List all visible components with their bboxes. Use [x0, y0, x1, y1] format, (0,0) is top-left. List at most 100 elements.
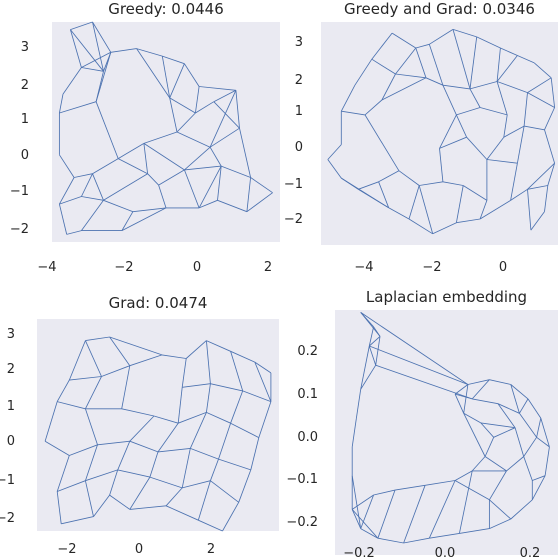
- graph-edge: [181, 358, 187, 388]
- graph-edge: [403, 485, 426, 544]
- graph-edge: [74, 173, 93, 178]
- graph-edge: [209, 90, 237, 148]
- graph-edge: [84, 480, 94, 517]
- y-tick-label: 3: [7, 327, 15, 342]
- chart-title: Greedy: 0.0446: [108, 0, 224, 18]
- graph-edge: [230, 351, 244, 392]
- graph-edge: [510, 163, 518, 201]
- graph-edge: [206, 340, 231, 352]
- graph-edge: [95, 52, 112, 102]
- graph-edge: [81, 67, 104, 72]
- x-tick-label: 2: [207, 542, 215, 557]
- graph-edge: [496, 81, 528, 93]
- graph-edge: [439, 114, 457, 149]
- y-tick-label: 1: [21, 112, 29, 127]
- graph-edge: [190, 448, 219, 460]
- graph-edge: [66, 230, 82, 235]
- graph-edge: [205, 340, 211, 384]
- graph-edge: [147, 173, 159, 186]
- y-tick-label: 2: [7, 362, 15, 377]
- graph-edge: [429, 29, 454, 45]
- graph-edge: [221, 165, 251, 178]
- graph-edge: [442, 181, 464, 186]
- graph-edge: [169, 97, 178, 133]
- graph-edge: [57, 480, 86, 492]
- graph-edge: [373, 489, 396, 496]
- graph-edge: [197, 480, 211, 521]
- graph-edge: [524, 125, 545, 131]
- graph-edge: [136, 48, 171, 99]
- graph-edge: [480, 422, 495, 438]
- graph-edge: [57, 401, 86, 410]
- graph-edge: [364, 99, 383, 116]
- graph-edge: [194, 86, 200, 114]
- graph-edge: [358, 181, 379, 190]
- graph-edge: [92, 21, 112, 53]
- graph-edge: [213, 101, 240, 129]
- graph-edge: [403, 537, 430, 544]
- graph-edge: [62, 67, 82, 95]
- graph-edge: [109, 494, 131, 510]
- chart-title: Grad: 0.0474: [109, 294, 208, 312]
- y-tick-label: 3: [21, 40, 29, 55]
- graph-edge: [489, 518, 511, 529]
- graph-edge: [129, 354, 163, 367]
- graph-edge: [544, 107, 555, 130]
- graph-edge: [59, 177, 75, 205]
- graph-edge: [44, 401, 58, 442]
- graph-edge: [454, 470, 473, 481]
- graph-edge: [218, 458, 251, 471]
- graph-edge: [56, 455, 70, 492]
- graph-edge: [428, 44, 444, 86]
- graph-edge: [532, 475, 546, 481]
- graph-edge: [121, 365, 131, 409]
- graph-edge: [182, 480, 211, 489]
- graph-edge: [182, 383, 211, 388]
- graph-edge: [129, 476, 151, 510]
- graph-edge: [69, 376, 102, 381]
- graph-edge: [327, 144, 342, 160]
- graph-edge: [479, 200, 488, 220]
- panel-laplacian-embedding: Laplacian embedding −0.2 0.0 0.2 0.2 0.1 0.0 −0…: [286, 288, 558, 560]
- graph-edge: [213, 89, 237, 103]
- graph-edge: [341, 110, 366, 116]
- graph-edge: [44, 440, 70, 456]
- graph-edge: [371, 58, 396, 75]
- graph-edge: [527, 162, 555, 190]
- graph-edge: [351, 494, 374, 510]
- graph-edge: [121, 211, 134, 231]
- graph-edge: [510, 384, 529, 400]
- graph-edge: [157, 422, 179, 453]
- graph-edge: [177, 387, 183, 424]
- graph-edge: [121, 207, 167, 231]
- x-tick-label: 0: [135, 542, 143, 557]
- graph-edge: [81, 51, 111, 68]
- graph-edge: [497, 403, 520, 414]
- graph-edge: [523, 456, 533, 481]
- x-tick-label: −4: [354, 260, 373, 275]
- graph-edge: [497, 403, 516, 428]
- graph-edge: [149, 476, 183, 489]
- y-tick-label: 0.2: [297, 344, 318, 359]
- graph-edge: [70, 21, 93, 31]
- y-tick-label: 3: [295, 35, 303, 50]
- graph-edge: [129, 505, 167, 510]
- graph-edge: [484, 456, 507, 472]
- graph-edge: [540, 417, 550, 448]
- graph-edge: [169, 63, 185, 99]
- graph-edge: [59, 101, 97, 114]
- graph-edge: [195, 101, 215, 114]
- graph-edge: [429, 532, 460, 539]
- graph-edge: [550, 77, 556, 108]
- graph-edge: [93, 494, 110, 517]
- graph-edge: [176, 131, 211, 148]
- plot-area: [321, 22, 558, 245]
- graph-edge: [327, 159, 342, 179]
- graph-edge: [184, 169, 200, 209]
- graph-edge: [158, 169, 185, 186]
- graph-edge: [489, 499, 512, 520]
- graph-edge: [95, 101, 119, 159]
- graph-edge: [381, 77, 427, 101]
- graph-edge: [489, 379, 511, 385]
- graph-edge: [388, 207, 410, 220]
